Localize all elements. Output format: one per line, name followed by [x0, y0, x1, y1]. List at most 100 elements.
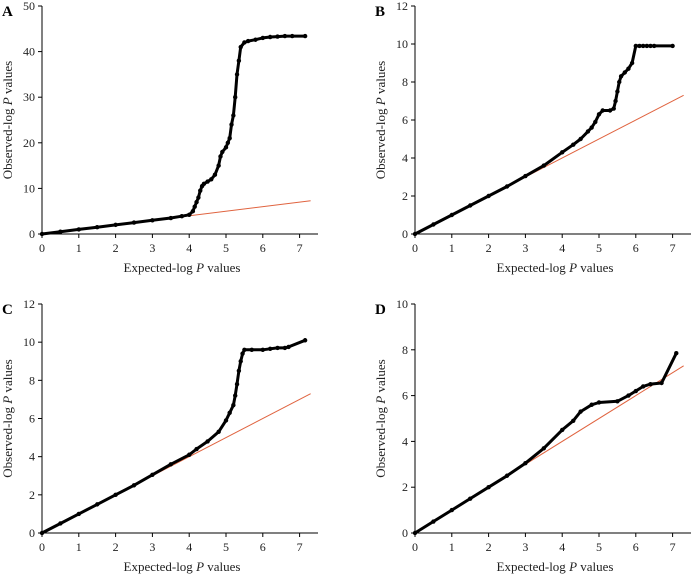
y-tick-label: 8	[402, 75, 408, 89]
data-point	[560, 427, 565, 433]
data-point	[233, 393, 238, 398]
data-point	[150, 472, 155, 477]
data-point	[95, 502, 100, 507]
y-tick-label: 4	[402, 151, 408, 165]
data-point	[113, 222, 118, 228]
data-point	[607, 108, 613, 113]
y-tick-label: 30	[23, 90, 35, 104]
y-tick-label: 10	[396, 297, 408, 311]
data-point	[648, 381, 653, 387]
x-tick-label: 3	[522, 241, 528, 255]
x-tick-label: 6	[260, 241, 266, 255]
data-point	[168, 462, 173, 467]
data-point	[260, 347, 265, 352]
data-point	[640, 384, 646, 389]
data-point	[431, 222, 436, 227]
data-point	[267, 34, 273, 40]
data-point	[39, 231, 45, 237]
data-point	[600, 108, 605, 113]
x-tick-label: 4	[186, 540, 192, 554]
data-point	[131, 220, 137, 225]
data-point	[275, 34, 280, 39]
y-tick-label: 0	[402, 227, 408, 241]
y-axis-title: Observed-log P values	[373, 359, 388, 477]
data-point	[648, 43, 653, 49]
y-tick-label: 12	[23, 297, 35, 311]
data-point	[523, 460, 528, 466]
data-point	[541, 163, 546, 168]
data-point	[267, 346, 273, 352]
data-point	[431, 519, 436, 524]
data-point	[670, 43, 675, 49]
data-point	[234, 381, 240, 387]
y-tick-label: 0	[402, 526, 408, 540]
data-point	[58, 229, 63, 234]
data-point	[223, 145, 229, 150]
y-tick-label: 40	[23, 45, 35, 59]
data-point	[225, 140, 231, 145]
data-point	[275, 345, 280, 351]
observed-trace	[40, 338, 307, 535]
data-point	[227, 410, 232, 415]
y-tick-label: 2	[402, 480, 408, 494]
x-tick-label: 6	[633, 241, 639, 255]
x-tick-label: 0	[39, 540, 45, 554]
x-tick-label: 2	[113, 241, 119, 255]
data-point	[253, 37, 258, 42]
data-point	[198, 188, 203, 193]
x-tick-label: 7	[670, 540, 676, 554]
data-point	[617, 79, 622, 85]
x-tick-label: 1	[76, 241, 82, 255]
x-tick-label: 2	[486, 241, 492, 255]
data-point	[216, 429, 221, 435]
x-tick-label: 5	[596, 241, 602, 255]
data-point	[596, 400, 602, 405]
data-point	[205, 179, 210, 184]
y-tick-label: 20	[23, 136, 35, 150]
data-point	[242, 347, 247, 352]
data-point	[633, 388, 638, 394]
y-tick-label: 6	[402, 113, 408, 127]
data-point	[589, 125, 594, 130]
observed-trace	[413, 351, 678, 535]
data-point	[286, 344, 291, 350]
x-tick-label: 7	[297, 540, 303, 554]
data-point	[560, 150, 565, 155]
data-point	[218, 154, 223, 159]
x-tick-label: 5	[223, 540, 229, 554]
data-point	[589, 402, 594, 407]
x-tick-label: 2	[486, 540, 492, 554]
data-point	[242, 40, 247, 45]
data-point	[571, 418, 576, 423]
data-point	[231, 113, 236, 118]
data-point	[468, 496, 473, 501]
data-point	[245, 38, 251, 44]
data-point	[523, 173, 528, 179]
x-tick-label: 1	[449, 540, 455, 554]
data-point	[615, 89, 620, 94]
y-tick-label: 50	[23, 0, 35, 13]
data-point	[196, 195, 201, 200]
data-point	[626, 66, 631, 71]
data-point	[412, 530, 418, 536]
x-tick-label: 6	[260, 540, 266, 554]
data-point	[187, 452, 192, 457]
x-tick-label: 4	[559, 241, 565, 255]
data-point	[187, 212, 192, 218]
x-axis-title: Expected-log P values	[497, 559, 614, 574]
data-point	[468, 203, 473, 208]
panel-label: D	[375, 302, 386, 318]
data-point	[233, 95, 238, 100]
panel-d: D 0 2 4 6 8 10 0 1 2 3 4 5 6 7 Expected-log P values Obs…	[373, 297, 691, 574]
x-tick-label: 3	[522, 540, 528, 554]
y-tick-label: 10	[23, 335, 35, 349]
panel-a: A 0 10 20 30 40 50 0 1 2 3 4 5 6 7 Expected-log P value…	[0, 0, 318, 275]
x-tick-label: 5	[596, 540, 602, 554]
data-point	[260, 35, 265, 41]
data-point	[194, 446, 199, 452]
data-point	[652, 43, 657, 49]
